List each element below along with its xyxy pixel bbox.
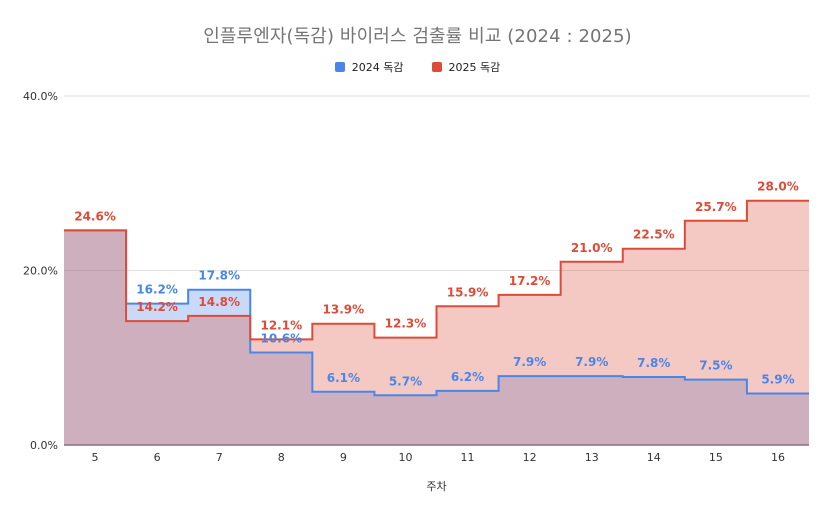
legend-item-2025[interactable]: 2025 독감 [431, 59, 501, 75]
y-tick-label: 20.0% [23, 265, 58, 278]
legend-label-2025: 2025 독감 [448, 61, 501, 74]
y-tick-label: 40.0% [23, 90, 58, 103]
x-tick-label: 10 [398, 451, 412, 464]
data-label: 24.6% [74, 209, 116, 223]
data-label: 12.3% [385, 317, 427, 331]
x-tick-label: 7 [216, 451, 223, 464]
x-tick-label: 16 [771, 451, 785, 464]
data-label: 17.2% [509, 274, 551, 288]
chart-legend: 2024 독감 2025 독감 [0, 59, 835, 75]
series-line-1 [64, 199, 809, 341]
data-label: 7.8% [637, 356, 670, 370]
data-label: 13.9% [323, 303, 365, 317]
data-label: 25.7% [695, 200, 737, 214]
data-label: 10.6% [260, 332, 302, 346]
x-tick-label: 8 [278, 451, 285, 464]
data-label: 21.0% [571, 241, 613, 255]
data-label: 16.2% [136, 283, 178, 297]
data-label: 7.9% [575, 355, 608, 369]
data-label: 5.9% [761, 373, 794, 387]
data-label: 15.9% [447, 285, 489, 299]
x-tick-label: 15 [709, 451, 723, 464]
data-label: 14.8% [198, 295, 240, 309]
data-label: 12.1% [260, 318, 302, 332]
x-tick-label: 11 [461, 451, 475, 464]
data-label: 7.5% [699, 359, 732, 373]
legend-label-2024: 2024 독감 [351, 61, 404, 74]
legend-item-2024[interactable]: 2024 독감 [334, 59, 404, 75]
y-tick-label: 0.0% [30, 439, 58, 452]
legend-swatch-2024 [334, 62, 345, 72]
x-tick-label: 5 [92, 451, 99, 464]
x-tick-label: 6 [154, 451, 161, 464]
data-label: 17.8% [198, 269, 240, 283]
legend-swatch-2025 [431, 62, 442, 72]
x-tick-label: 14 [647, 451, 661, 464]
x-tick-label: 13 [585, 451, 599, 464]
data-label: 28.0% [757, 180, 799, 194]
data-label: 5.7% [389, 374, 422, 388]
data-label: 22.5% [633, 228, 675, 242]
data-label: 7.9% [513, 355, 546, 369]
data-label: 6.1% [327, 371, 360, 385]
data-label: 6.2% [451, 370, 484, 384]
x-tick-label: 9 [340, 451, 347, 464]
x-axis-title: 주차 [426, 480, 446, 493]
series-area-0 [64, 230, 809, 445]
data-label: 14.2% [136, 300, 178, 314]
chart-title: 인플루엔자(독감) 바이러스 검출률 비교 (2024 : 2025) [203, 26, 632, 47]
x-tick-label: 12 [523, 451, 537, 464]
series-line-0 [64, 229, 809, 397]
